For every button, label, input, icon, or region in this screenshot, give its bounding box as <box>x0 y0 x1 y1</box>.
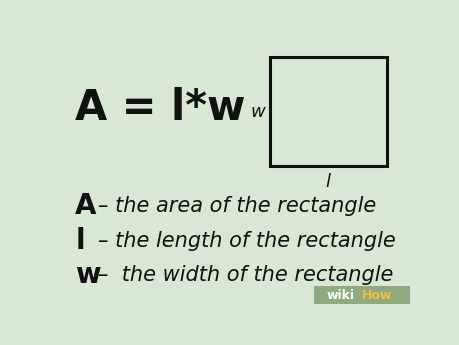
Text: w: w <box>75 261 101 289</box>
Bar <box>269 57 386 166</box>
Text: A = l*w: A = l*w <box>75 87 245 129</box>
Text: – the length of the rectangle: – the length of the rectangle <box>98 231 395 250</box>
Text: A: A <box>75 192 96 220</box>
Text: How: How <box>362 289 392 302</box>
Text: – the area of the rectangle: – the area of the rectangle <box>98 196 376 216</box>
Text: l: l <box>75 227 85 255</box>
FancyBboxPatch shape <box>313 286 409 304</box>
Text: l: l <box>324 173 329 191</box>
Text: w: w <box>250 103 264 121</box>
Text: wiki: wiki <box>326 289 354 302</box>
Text: –  the width of the rectangle: – the width of the rectangle <box>98 265 393 285</box>
